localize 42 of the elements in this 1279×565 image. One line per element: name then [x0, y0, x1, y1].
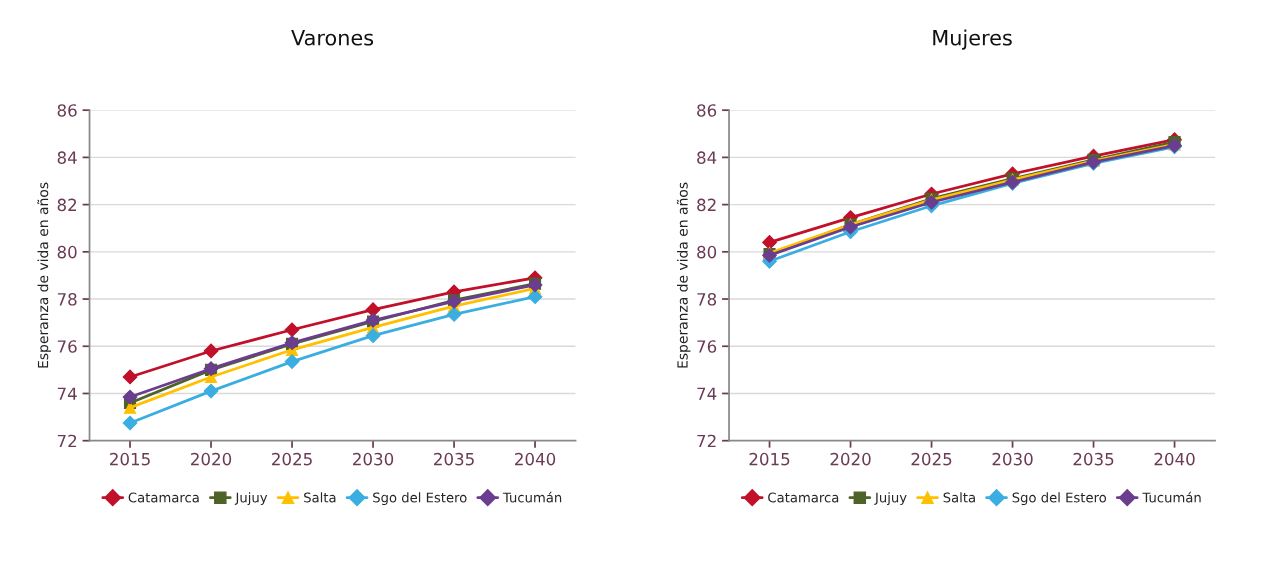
legend-label: Sgo del Estero — [373, 492, 467, 506]
x-tick-label: 2025 — [272, 452, 312, 466]
y-tick-label: 80 — [697, 245, 717, 259]
legend-label: Catamarca — [768, 492, 839, 503]
x-tick-label: 2030 — [353, 452, 394, 466]
y-tick-label: 74 — [57, 387, 77, 400]
y-tick-label: 74 — [697, 387, 717, 400]
y-tick-label: 78 — [697, 293, 717, 306]
x-tick-label: 2035 — [434, 452, 474, 466]
y-axis-title: Esperanza de vida en años — [676, 182, 691, 368]
legend-label: Salta — [943, 492, 975, 503]
x-tick-label: 2015 — [110, 452, 150, 466]
x-tick-label: 2020 — [191, 452, 232, 466]
legend-label: Tucumán — [1142, 491, 1201, 503]
legend-label: Catamarca — [128, 492, 199, 503]
x-tick-label: 2030 — [992, 452, 1033, 466]
x-tick-label: 2025 — [911, 452, 952, 466]
chart-title: Varones — [291, 30, 374, 46]
x-tick-label: 2020 — [830, 452, 871, 466]
x-tick-label: 2015 — [749, 452, 790, 466]
y-tick-label: 76 — [697, 340, 717, 353]
y-tick-label: 78 — [57, 293, 77, 306]
y-axis-title: Esperanza de vida en años — [37, 182, 51, 368]
legend-label: Sgo del Estero — [1012, 492, 1107, 506]
y-tick-label: 72 — [57, 434, 77, 448]
x-tick-label: 2035 — [1073, 452, 1114, 466]
x-tick-label: 2040 — [515, 452, 556, 466]
y-tick-label: 82 — [697, 198, 716, 212]
legend-label: Salta — [304, 492, 336, 503]
y-tick-label: 72 — [697, 434, 716, 448]
x-tick-label: 2040 — [1154, 452, 1195, 466]
y-tick-label: 84 — [57, 151, 77, 164]
y-tick-label: 82 — [57, 198, 77, 212]
y-tick-label: 86 — [57, 104, 77, 117]
y-tick-label: 84 — [697, 151, 717, 164]
y-tick-label: 76 — [57, 340, 77, 353]
chart-title: Mujeres — [933, 29, 1012, 50]
legend-label: Tucumán — [502, 491, 562, 503]
y-tick-label: 86 — [697, 104, 717, 117]
legend-label: Jujuy — [234, 492, 268, 506]
legend-label: Jujuy — [874, 492, 907, 506]
y-tick-label: 80 — [57, 245, 77, 259]
